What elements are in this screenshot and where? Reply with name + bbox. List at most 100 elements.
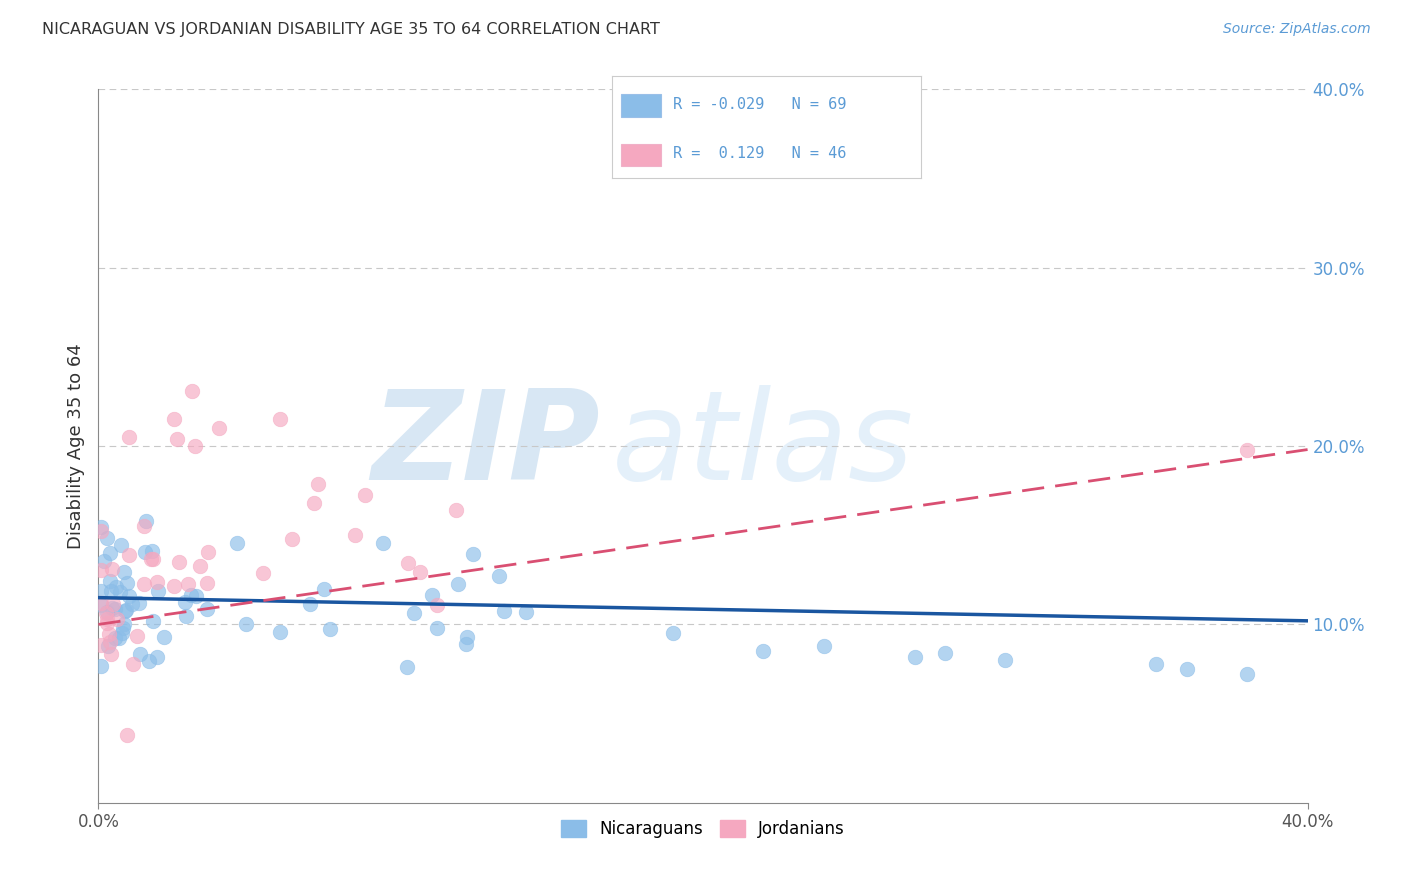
Point [135, 515, 157, 529]
Point [225, 535, 247, 549]
Point [420, 589, 443, 603]
Point [96, 612, 118, 626]
Point [101, 601, 124, 615]
Point [115, 603, 138, 617]
Point [93, 554, 115, 568]
Point [134, 545, 156, 559]
Point [184, 439, 207, 453]
Point [96, 531, 118, 545]
Point [90, 584, 112, 599]
Point [114, 604, 136, 618]
Point [197, 545, 219, 559]
Point [121, 657, 143, 671]
Point [354, 488, 377, 502]
Point [146, 574, 169, 589]
Point [298, 597, 321, 611]
Point [447, 576, 470, 591]
Point [112, 616, 135, 631]
Point [174, 609, 197, 624]
Point [177, 576, 200, 591]
Point [302, 496, 325, 510]
Text: R =  0.129   N = 46: R = 0.129 N = 46 [673, 146, 846, 161]
Point [312, 582, 335, 596]
Point [90, 658, 112, 673]
Point [813, 639, 835, 653]
Point [121, 597, 143, 611]
Point [934, 646, 956, 660]
Point [146, 584, 169, 599]
Point [454, 637, 477, 651]
Point [371, 535, 394, 549]
Point [1236, 667, 1258, 681]
Point [94, 606, 117, 620]
Text: ZIP: ZIP [371, 385, 600, 507]
Point [396, 659, 419, 673]
Text: NICARAGUAN VS JORDANIAN DISABILITY AGE 35 TO 64 CORRELATION CHART: NICARAGUAN VS JORDANIAN DISABILITY AGE 3… [42, 22, 659, 37]
Point [132, 577, 155, 591]
Point [425, 598, 447, 612]
Y-axis label: Disability Age 35 to 64: Disability Age 35 to 64 [66, 343, 84, 549]
Point [494, 604, 516, 618]
Point [269, 412, 291, 426]
Point [115, 728, 138, 742]
Point [112, 566, 135, 580]
Point [97, 639, 120, 653]
Point [146, 650, 169, 665]
Point [98, 546, 121, 560]
Text: atlas: atlas [613, 385, 914, 507]
Point [142, 552, 165, 566]
Point [101, 562, 124, 576]
Point [141, 544, 163, 558]
Point [252, 566, 274, 580]
Point [281, 533, 304, 547]
Point [456, 630, 478, 644]
Point [396, 556, 419, 570]
Point [90, 563, 112, 577]
Point [174, 595, 197, 609]
Point [138, 654, 160, 668]
Point [127, 629, 149, 643]
Point [90, 524, 112, 538]
Point [98, 574, 121, 589]
Point [167, 556, 190, 570]
Point [96, 615, 118, 630]
Point [100, 647, 122, 661]
Point [195, 575, 218, 590]
Text: R = -0.029   N = 69: R = -0.029 N = 69 [673, 97, 846, 112]
Point [426, 621, 449, 635]
Point [118, 430, 141, 444]
Legend: Nicaraguans, Jordanians: Nicaraguans, Jordanians [554, 813, 852, 845]
Point [153, 630, 176, 644]
Point [269, 625, 291, 640]
Point [1236, 442, 1258, 457]
Point [408, 565, 430, 579]
Point [90, 520, 112, 534]
Point [132, 519, 155, 533]
Point [90, 598, 112, 612]
Point [181, 384, 204, 399]
Bar [621, 144, 661, 166]
Point [110, 584, 132, 599]
Point [139, 552, 162, 566]
Point [904, 649, 927, 664]
Point [994, 653, 1017, 667]
Point [117, 576, 139, 591]
Point [208, 421, 231, 435]
Text: Source: ZipAtlas.com: Source: ZipAtlas.com [1223, 22, 1371, 37]
Point [104, 602, 127, 616]
Point [118, 549, 141, 563]
Point [163, 412, 186, 426]
Point [404, 606, 426, 620]
Point [110, 538, 132, 552]
Point [235, 616, 257, 631]
Point [195, 602, 218, 616]
Point [1144, 657, 1167, 671]
Point [104, 580, 127, 594]
Point [444, 502, 467, 516]
Point [488, 569, 510, 583]
Point [101, 597, 124, 611]
Point [98, 635, 121, 649]
Point [163, 579, 186, 593]
Point [108, 631, 131, 645]
Point [180, 588, 202, 602]
